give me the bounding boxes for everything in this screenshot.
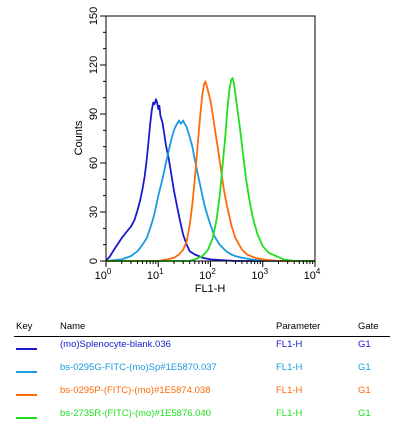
legend-parameter: FL1-H <box>276 408 303 419</box>
y-tick-label: 0 <box>88 258 100 264</box>
series-line <box>105 119 315 262</box>
legend-parameter: FL1-H <box>276 339 303 350</box>
legend-parameter: FL1-H <box>276 362 303 373</box>
y-tick-label: 120 <box>88 56 100 74</box>
legend-header-key: Key <box>16 321 33 332</box>
x-axis-label: FL1-H <box>195 283 226 295</box>
legend-row: bs-0295G-FITC-(mo)Sp#1E5870.037 FL1-H G1 <box>14 360 390 383</box>
legend-key-swatch <box>16 417 37 419</box>
legend-row: bs-2735R-(FITC)-(mo)#1E5876.040 FL1-H G1 <box>14 406 390 429</box>
series-line <box>106 80 315 262</box>
y-axis-label: Counts <box>73 120 85 155</box>
legend-gate: G1 <box>358 385 371 396</box>
legend-gate: G1 <box>358 362 371 373</box>
y-tick-label: 150 <box>88 7 100 25</box>
legend-row: bs-0295P-(FITC)-(mo)#1E5874.038 FL1-H G1 <box>14 383 390 406</box>
x-tick-label: 100 <box>95 267 112 282</box>
legend-header-parameter: Parameter <box>276 321 321 332</box>
histogram-overlay-chart: 100 101 102 103 104 0 30 60 90 120 150 FL1-H Count… <box>73 7 321 295</box>
legend-gate: G1 <box>358 339 371 350</box>
x-tick-label: 102 <box>199 267 216 282</box>
legend-name: bs-2735R-(FITC)-(mo)#1E5876.040 <box>60 408 212 419</box>
series-layer <box>105 77 315 262</box>
ticks-layer: 100 101 102 103 104 0 30 60 90 120 150 <box>88 7 321 282</box>
y-tick-label: 90 <box>88 108 100 120</box>
series-line <box>106 77 315 262</box>
y-tick-label: 30 <box>88 206 100 218</box>
legend-header-gate: Gate <box>358 321 379 332</box>
legend-key-swatch <box>16 394 37 396</box>
x-tick-label: 103 <box>251 267 268 282</box>
legend-header-name: Name <box>60 321 86 332</box>
x-tick-label: 101 <box>147 267 164 282</box>
legend-gate: G1 <box>358 408 371 419</box>
legend-name: (mo)Splenocyte-blank.036 <box>60 339 171 350</box>
series-line <box>105 98 315 262</box>
y-tick-label: 60 <box>88 157 100 169</box>
legend-table: Key Name Parameter Gate (mo)Splenocyte-b… <box>14 320 390 429</box>
legend-name: bs-0295G-FITC-(mo)Sp#1E5870.037 <box>60 362 217 373</box>
x-tick-label: 104 <box>304 267 321 282</box>
legend-row: (mo)Splenocyte-blank.036 FL1-H G1 <box>14 337 390 360</box>
legend-key-swatch <box>16 348 37 350</box>
legend-name: bs-0295P-(FITC)-(mo)#1E5874.038 <box>60 385 211 396</box>
legend-parameter: FL1-H <box>276 385 303 396</box>
legend-key-swatch <box>16 371 37 373</box>
legend-header-row: Key Name Parameter Gate <box>14 320 390 337</box>
